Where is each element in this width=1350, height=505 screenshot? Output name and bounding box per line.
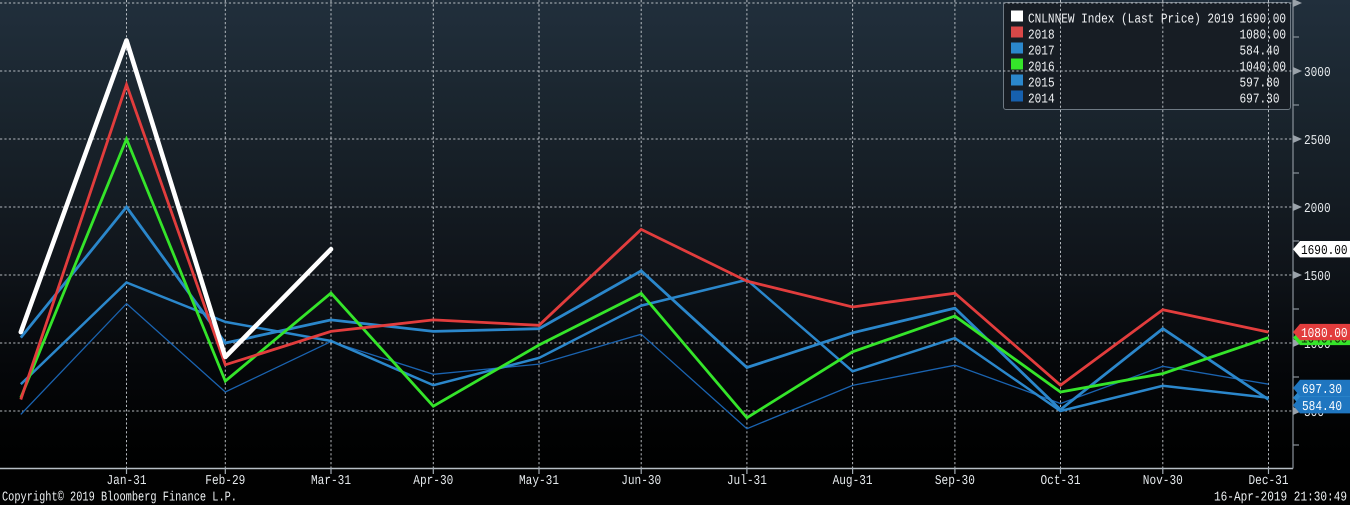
svg-text:Aug-31: Aug-31 [833,474,873,489]
svg-text:697.30: 697.30 [1240,93,1280,108]
svg-text:Jun-30: Jun-30 [621,474,661,489]
svg-text:Feb-29: Feb-29 [205,474,245,489]
svg-text:2017: 2017 [1028,45,1055,60]
svg-text:584.40: 584.40 [1240,45,1280,60]
svg-text:Mar-31: Mar-31 [311,474,351,489]
svg-text:1690.00: 1690.00 [1301,244,1348,259]
svg-text:Nov-30: Nov-30 [1143,474,1183,489]
svg-text:CNLNNEW Index (Last Price) 201: CNLNNEW Index (Last Price) 2019 [1028,13,1234,28]
svg-text:Jul-31: Jul-31 [727,474,767,489]
svg-text:2016: 2016 [1028,61,1055,76]
svg-text:2014: 2014 [1028,93,1055,108]
svg-text:1080.00: 1080.00 [1240,29,1287,44]
svg-text:Jan-31: Jan-31 [107,474,147,489]
svg-text:2015: 2015 [1028,77,1055,92]
svg-text:2000: 2000 [1304,202,1331,217]
svg-text:May-31: May-31 [519,474,559,489]
svg-text:1080.00: 1080.00 [1301,327,1348,342]
svg-text:2500: 2500 [1304,134,1331,149]
svg-text:697.30: 697.30 [1302,383,1342,398]
svg-text:1500: 1500 [1304,270,1331,285]
svg-text:Oct-31: Oct-31 [1041,474,1081,489]
svg-text:2018: 2018 [1028,29,1055,44]
svg-text:584.40: 584.40 [1302,400,1342,415]
svg-text:1690.00: 1690.00 [1240,13,1287,28]
svg-text:3000: 3000 [1304,66,1331,81]
svg-text:Apr-30: Apr-30 [413,474,453,489]
svg-text:16-Apr-2019 21:30:49: 16-Apr-2019 21:30:49 [1214,491,1347,505]
svg-text:Dec-31: Dec-31 [1249,474,1289,489]
svg-text:1040.00: 1040.00 [1240,61,1287,76]
svg-text:Copyright© 2019 Bloomberg Fina: Copyright© 2019 Bloomberg Finance L.P. [2,491,237,505]
svg-text:Sep-30: Sep-30 [935,474,975,489]
svg-text:597.80: 597.80 [1240,77,1280,92]
